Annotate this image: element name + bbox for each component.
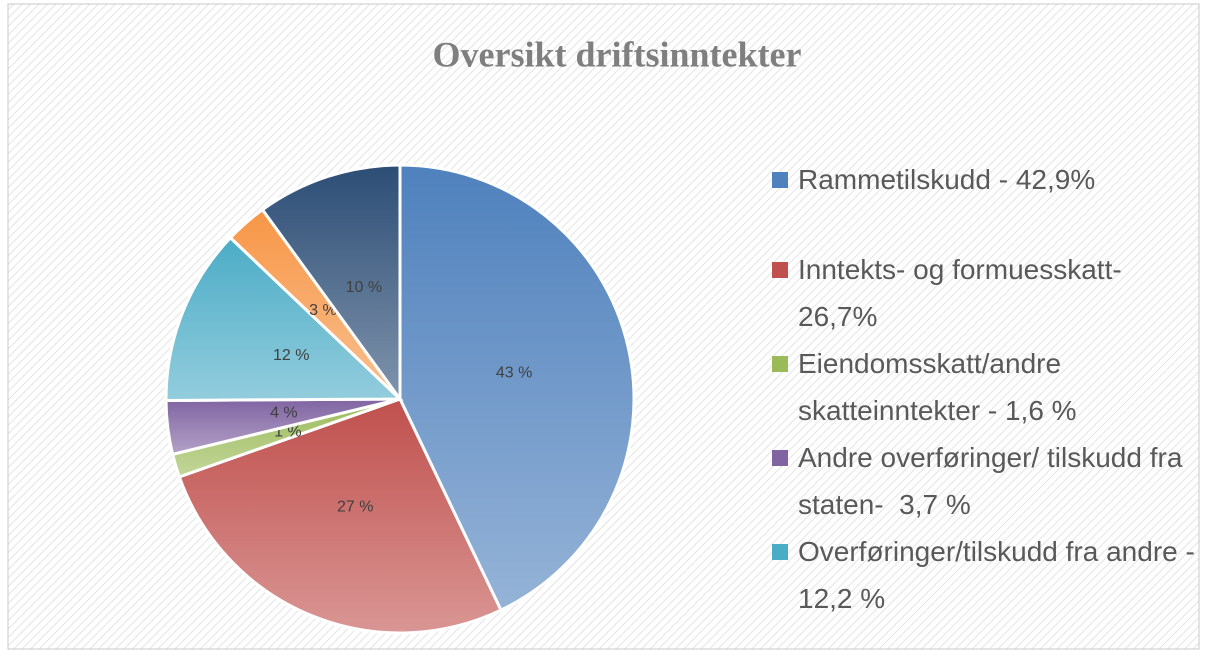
legend-item: Eiendomsskatt/andre skatteinntekter - 1,… bbox=[772, 340, 1197, 434]
legend: Rammetilskudd - 42,9% Inntekts- og formue… bbox=[772, 156, 1197, 622]
legend-label: Eiendomsskatt/andre skatteinntekter - 1,… bbox=[798, 348, 1077, 426]
legend-label: Rammetilskudd - 42,9% bbox=[798, 164, 1096, 195]
legend-item: Rammetilskudd - 42,9% bbox=[772, 156, 1197, 203]
legend-item: Inntekts- og formuesskatt- 26,7% bbox=[772, 246, 1197, 340]
legend-label: Overføringer/tilskudd fra andre - 12,2 % bbox=[798, 536, 1195, 614]
data-label: 12 % bbox=[273, 347, 309, 364]
legend-swatch bbox=[772, 450, 788, 466]
legend-label: Inntekts- og formuesskatt- 26,7% bbox=[798, 254, 1130, 332]
legend-label: Andre overføringer/ tilskudd fra staten-… bbox=[798, 442, 1191, 520]
legend-swatch bbox=[772, 172, 788, 188]
pie-slice bbox=[177, 397, 503, 635]
data-label: 27 % bbox=[337, 498, 373, 515]
pie-slice bbox=[260, 163, 402, 404]
pie-slice bbox=[398, 163, 636, 613]
chart-title: Oversikt driftsinntekter bbox=[433, 34, 802, 74]
data-label: 43 % bbox=[496, 364, 532, 381]
legend-item: Andre overføringer/ tilskudd fra staten-… bbox=[772, 434, 1197, 528]
legend-swatch bbox=[772, 262, 788, 278]
pie-slice bbox=[164, 235, 404, 402]
data-label: 10 % bbox=[346, 279, 382, 296]
legend-swatch bbox=[772, 356, 788, 372]
data-label: 3 % bbox=[309, 302, 337, 319]
legend-swatch bbox=[772, 544, 788, 560]
data-label: 4 % bbox=[270, 405, 298, 422]
legend-item: Overføringer/tilskudd fra andre - 12,2 % bbox=[772, 528, 1197, 622]
